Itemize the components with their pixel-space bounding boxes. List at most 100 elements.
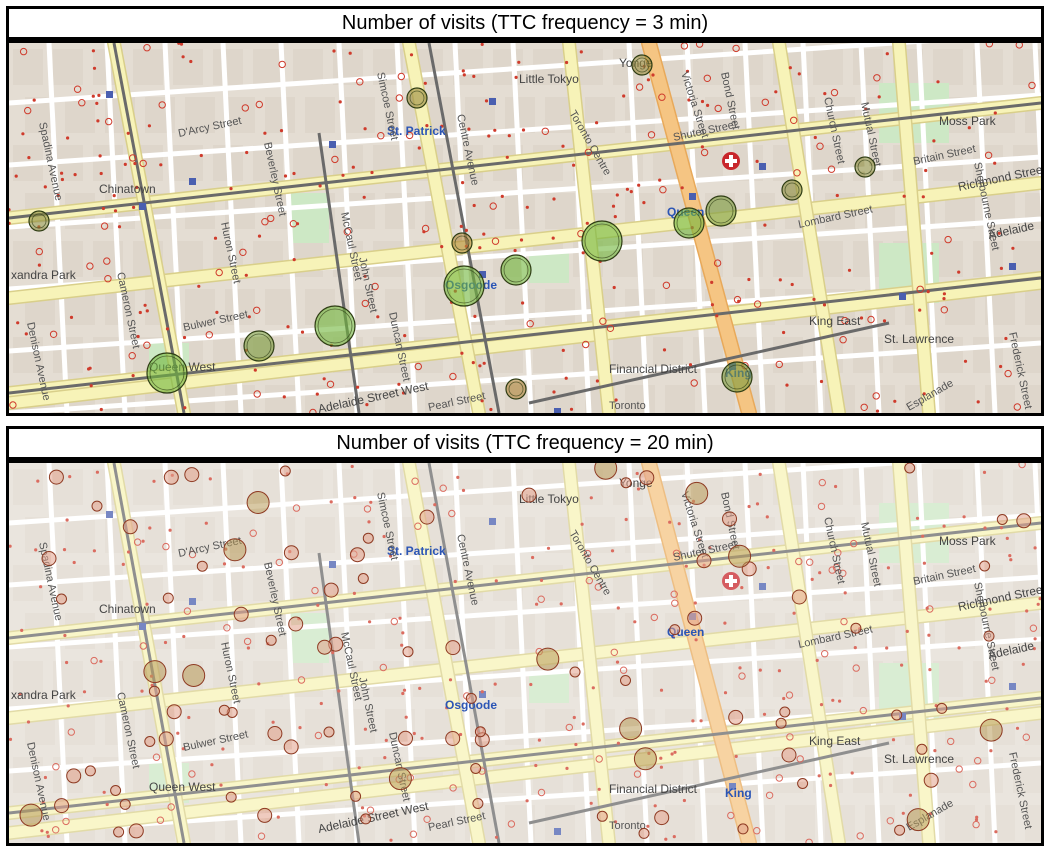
visit-circle xyxy=(779,706,791,718)
building xyxy=(265,385,295,413)
stop-ring xyxy=(595,755,603,763)
station-marker xyxy=(899,713,906,720)
visit-circle-queen-station-b xyxy=(705,195,737,227)
visit-circle xyxy=(128,823,144,839)
stop-ring xyxy=(249,529,257,537)
stop-ring xyxy=(671,599,679,607)
stop-dot xyxy=(63,633,67,638)
stop-dot xyxy=(637,183,641,187)
stop-ring xyxy=(867,315,875,324)
stop-dot xyxy=(565,766,569,770)
stop-ring xyxy=(439,484,447,492)
building xyxy=(1013,565,1041,601)
stop-ring xyxy=(414,522,422,530)
visit-circle-mccaul-stop xyxy=(314,305,356,347)
stop-ring xyxy=(255,100,264,109)
stop-dot xyxy=(710,303,715,307)
stop-dot xyxy=(376,315,380,319)
park-area xyxy=(529,673,569,703)
building xyxy=(293,469,323,505)
building xyxy=(693,565,723,601)
visit-circle xyxy=(360,813,372,825)
stop-dot xyxy=(187,715,191,720)
stop-dot xyxy=(790,282,794,287)
stop-dot xyxy=(691,719,695,723)
stop-ring xyxy=(700,148,709,157)
visit-ring-university-richmond xyxy=(454,235,470,251)
stop-dot xyxy=(989,749,993,753)
stop-dot xyxy=(687,98,691,102)
stop-ring xyxy=(103,257,111,265)
stop-dot xyxy=(901,811,905,815)
minor-street xyxy=(46,463,70,843)
stop-dot xyxy=(494,835,499,839)
stop-dot xyxy=(699,719,703,723)
map-panel-20min[interactable]: Chinatown Little Tokyo Yonge St. Patrick Osg… xyxy=(6,460,1044,846)
stop-dot xyxy=(484,99,489,103)
stop-dot xyxy=(165,327,170,331)
stop-dot xyxy=(324,783,328,787)
stop-ring xyxy=(371,282,379,291)
stop-ring xyxy=(840,617,848,626)
stop-dot xyxy=(459,732,463,737)
stop-dot xyxy=(850,771,854,775)
visit-circle xyxy=(781,747,797,763)
stop-dot xyxy=(885,52,889,56)
stop-dot xyxy=(36,479,40,483)
stop-dot xyxy=(664,837,668,841)
stop-dot xyxy=(464,228,468,232)
building xyxy=(185,709,215,745)
stop-ring xyxy=(411,477,419,485)
stop-ring xyxy=(793,169,801,177)
stop-dot xyxy=(91,94,95,98)
stop-dot xyxy=(493,128,497,132)
stop-ring xyxy=(526,320,534,328)
stop-ring xyxy=(215,268,223,277)
stop-ring xyxy=(129,154,137,162)
stop-ring xyxy=(732,44,740,53)
stop-dot xyxy=(521,128,526,132)
visit-circle-bay-queen xyxy=(581,220,623,262)
stop-ring xyxy=(988,676,996,685)
stop-ring xyxy=(703,74,711,82)
stop-dot xyxy=(69,315,74,319)
stop-dot xyxy=(671,635,675,639)
station-marker xyxy=(329,141,336,148)
stop-dot xyxy=(9,544,12,548)
stop-ring xyxy=(659,186,667,194)
major-road xyxy=(773,463,845,843)
stop-ring xyxy=(619,666,628,674)
stop-dot xyxy=(363,127,367,131)
visit-ring-st-patrick xyxy=(409,90,425,106)
building xyxy=(545,289,575,325)
stop-ring xyxy=(872,392,880,400)
stop-dot xyxy=(126,550,131,554)
stop-ring xyxy=(650,613,658,622)
stop-ring xyxy=(158,101,166,109)
visit-circle xyxy=(1016,513,1032,529)
stop-dot xyxy=(453,579,457,584)
stop-ring xyxy=(818,478,826,487)
visit-circle xyxy=(465,692,477,704)
stop-dot xyxy=(331,651,335,655)
stop-dot xyxy=(514,75,518,79)
visit-circle xyxy=(728,709,744,725)
stop-ring xyxy=(727,811,735,820)
stop-dot xyxy=(535,602,539,606)
stop-dot xyxy=(332,49,336,53)
subway-segment xyxy=(528,741,890,825)
stop-ring xyxy=(852,664,860,672)
visit-circle xyxy=(48,469,64,485)
stop-ring xyxy=(680,43,689,50)
stop-dot xyxy=(279,129,284,133)
stop-dot xyxy=(615,660,620,664)
stop-dot xyxy=(179,43,184,46)
stop-dot xyxy=(616,606,620,610)
stop-dot xyxy=(276,815,280,819)
visit-circle xyxy=(349,547,365,563)
stop-dot xyxy=(785,383,789,387)
visit-circle xyxy=(402,646,414,658)
stop-dot xyxy=(831,698,835,702)
stop-ring xyxy=(775,360,783,369)
